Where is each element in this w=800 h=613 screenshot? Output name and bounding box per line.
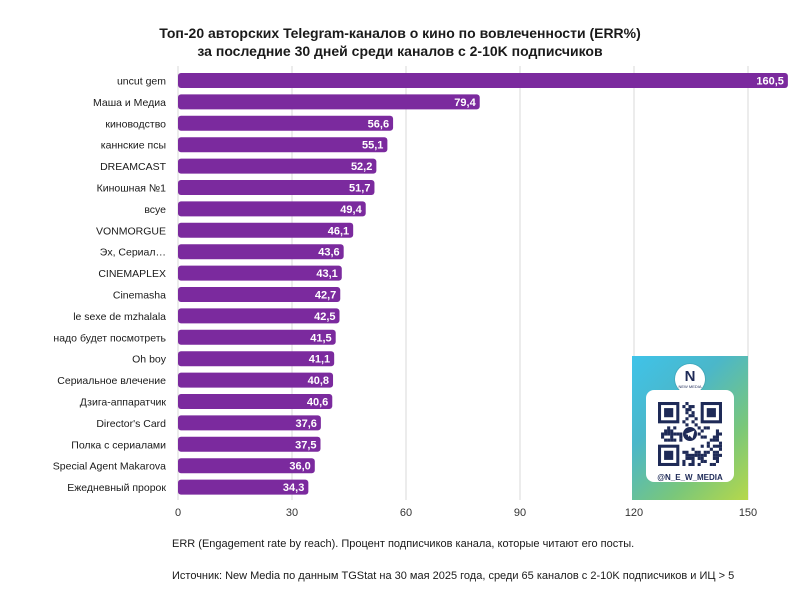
category-label: Полка с сериалами <box>71 439 166 451</box>
new-media-logo: N NEW MEDIA <box>675 364 705 394</box>
category-label: киноводство <box>105 118 166 130</box>
bar <box>178 73 788 88</box>
qr-code-icon[interactable] <box>658 402 722 466</box>
category-label: Киношная №1 <box>97 183 167 195</box>
bar-value-label: 36,0 <box>289 461 310 473</box>
category-label: DREAMCAST <box>100 161 167 173</box>
category-label: Director's Card <box>96 418 166 430</box>
chart-title: Топ-20 авторских Telegram-каналов о кино… <box>0 24 800 60</box>
category-label: Дзига-аппаратчик <box>80 397 167 409</box>
x-tick-label: 60 <box>400 507 412 519</box>
bar <box>178 351 335 367</box>
category-label: Oh boy <box>132 354 167 366</box>
x-tick-label: 30 <box>286 507 298 519</box>
bar-value-label: 41,5 <box>310 332 331 344</box>
x-tick-label: 0 <box>175 507 181 519</box>
bar <box>178 329 336 345</box>
bar <box>178 265 342 281</box>
bar-value-label: 43,6 <box>318 247 339 259</box>
bar <box>178 415 321 431</box>
bar <box>178 180 375 195</box>
bar <box>178 436 321 452</box>
qr-handle-label: @N_E_W_MEDIA <box>657 473 723 482</box>
bar-value-label: 40,6 <box>307 397 328 409</box>
bar <box>178 308 340 324</box>
bar-value-label: 43,1 <box>316 268 337 280</box>
bar <box>178 137 388 153</box>
category-label: CINEMAPLEX <box>98 268 166 280</box>
bar-value-label: 52,2 <box>351 161 372 173</box>
qr-promo-card[interactable]: N NEW MEDIA @N_E_W_MEDIA <box>632 356 748 500</box>
category-label: Cinemasha <box>113 290 166 302</box>
bar-value-label: 41,1 <box>309 354 330 366</box>
category-label: Сериальное влечение <box>57 375 166 387</box>
bar-value-label: 79,4 <box>454 97 476 109</box>
bar <box>178 394 333 409</box>
bar-value-label: 160,5 <box>756 76 784 88</box>
bar <box>178 244 344 260</box>
category-label: Маша и Медиа <box>93 97 166 109</box>
bar-value-label: 42,7 <box>315 290 336 302</box>
bar <box>178 458 315 474</box>
bar-value-label: 37,5 <box>295 439 316 451</box>
bar-value-label: 56,6 <box>368 118 389 130</box>
bar <box>178 158 377 174</box>
bar <box>178 94 480 110</box>
logo-letter: N <box>684 368 696 385</box>
bar <box>178 201 366 217</box>
category-label: надо будет посмотреть <box>53 332 166 344</box>
bar-value-label: 34,3 <box>283 482 304 494</box>
bar-value-label: 42,5 <box>314 311 335 323</box>
bar-value-label: 40,8 <box>308 375 329 387</box>
bar-value-label: 55,1 <box>362 140 383 152</box>
x-tick-label: 150 <box>739 507 757 519</box>
bar-value-label: 51,7 <box>349 183 370 195</box>
bar <box>178 372 334 388</box>
bar <box>178 479 309 495</box>
chart-title-line-2: за последние 30 дней среди каналов с 2-1… <box>197 43 603 59</box>
source-note: Источник: New Media по данным TGStat на … <box>172 570 735 582</box>
x-tick-label: 90 <box>514 507 526 519</box>
category-label: VONMORGUE <box>96 225 166 237</box>
category-label: всуе <box>144 204 166 216</box>
x-tick-label: 120 <box>625 507 643 519</box>
chart-title-line-1: Топ-20 авторских Telegram-каналов о кино… <box>159 25 641 41</box>
category-label: Ежедневный пророк <box>67 482 166 494</box>
category-label: Эх, Сериал… <box>100 247 166 259</box>
category-label: le sexe de mzhalala <box>73 311 166 323</box>
category-label: uncut gem <box>117 76 166 88</box>
category-label: каннские псы <box>101 140 166 152</box>
category-label: Special Agent Makarova <box>53 461 166 473</box>
bar-value-label: 49,4 <box>340 204 362 216</box>
bar-value-label: 46,1 <box>328 225 349 237</box>
bar <box>178 115 394 131</box>
bar-value-label: 37,6 <box>295 418 316 430</box>
bar <box>178 287 341 302</box>
bar <box>178 222 354 238</box>
logo-subtitle: NEW MEDIA <box>678 384 702 389</box>
err-definition-note: ERR (Engagement rate by reach). Процент … <box>172 538 635 550</box>
